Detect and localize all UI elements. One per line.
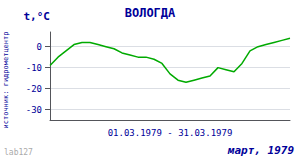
svg-text:-10: -10 xyxy=(26,63,42,73)
svg-text:01.03.1979 - 31.03.1979: 01.03.1979 - 31.03.1979 xyxy=(108,128,233,138)
svg-text:t,°C: t,°C xyxy=(24,10,51,23)
svg-text:март, 1979: март, 1979 xyxy=(227,144,295,157)
svg-text:lab127: lab127 xyxy=(4,148,33,157)
svg-text:-30: -30 xyxy=(26,105,42,115)
svg-text:0: 0 xyxy=(37,42,42,52)
svg-text:источник: гидрометцентр: источник: гидрометцентр xyxy=(2,32,10,129)
svg-text:ВОЛОГДА: ВОЛОГДА xyxy=(125,6,176,20)
svg-text:-20: -20 xyxy=(26,84,42,94)
